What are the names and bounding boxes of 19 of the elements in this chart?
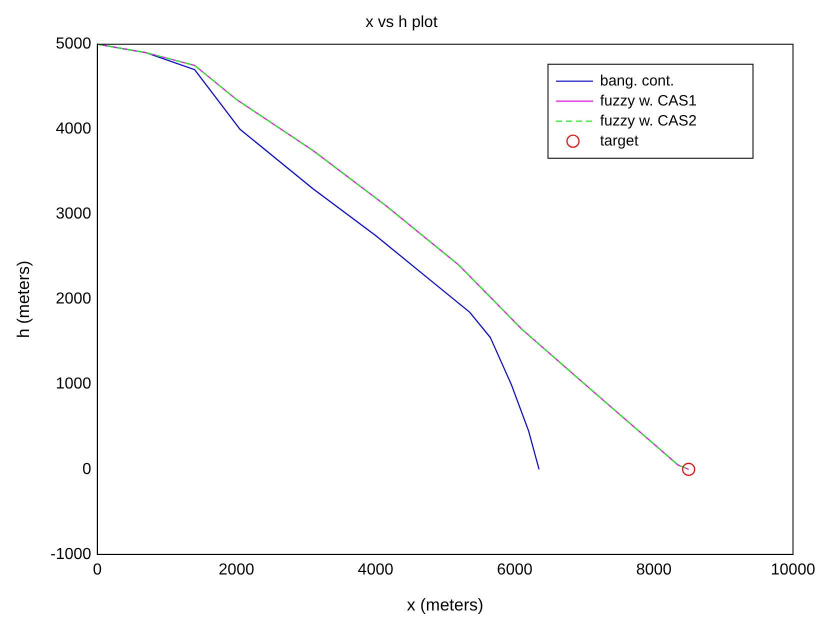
y-tick-label: -1000 bbox=[50, 546, 92, 563]
x-tick-label: 10000 bbox=[770, 561, 816, 578]
y-tick-label: 5000 bbox=[56, 36, 92, 53]
x-tick-label: 4000 bbox=[358, 561, 394, 578]
y-tick-label: 2000 bbox=[56, 290, 92, 308]
x-tick-label: 2000 bbox=[218, 561, 254, 578]
x-tick-label: 8000 bbox=[636, 561, 672, 578]
y-axis-title: h (meters) bbox=[14, 260, 33, 338]
y-tick-label: 3000 bbox=[56, 206, 92, 223]
legend-label: bang. cont. bbox=[600, 72, 674, 90]
y-tick-label: 4000 bbox=[56, 120, 92, 138]
x-tick-label: 6000 bbox=[496, 561, 533, 578]
legend-label: target bbox=[600, 132, 640, 150]
y-tick-label: 0 bbox=[82, 460, 92, 478]
x-axis-title: x (meters) bbox=[406, 595, 484, 614]
legend-label: fuzzy w. CAS1 bbox=[600, 92, 697, 110]
chart-title: x vs h plot bbox=[365, 14, 438, 32]
legend-label: fuzzy w. CAS2 bbox=[600, 112, 697, 130]
y-tick-label: 1000 bbox=[56, 376, 92, 393]
